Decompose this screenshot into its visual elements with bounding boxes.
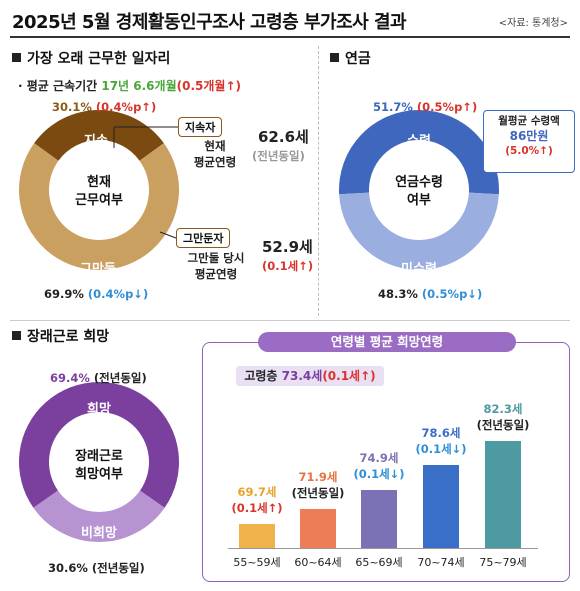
vertical-divider: [318, 46, 319, 316]
job-donut-slice-1: [19, 143, 180, 270]
dot-bullet-icon: ·: [18, 79, 27, 93]
future-no-hope-pct: 30.6% (전년동일): [48, 561, 145, 575]
section-pension: 연금: [330, 48, 371, 68]
bar-category-0: 55~59세: [233, 556, 281, 569]
bar-value-label-0: 69.7세 (0.1세↑): [217, 484, 297, 516]
future-center-label: 장래근로 희망여부: [75, 449, 123, 482]
continuing-desc: 현재 평균연령: [193, 139, 237, 169]
bar-change-0: (0.1세↑): [231, 500, 283, 515]
section-pension-label: 연금: [345, 51, 371, 67]
pension-donut-slice-0: [338, 109, 500, 195]
future-donut: [19, 381, 180, 542]
job-center-label: 현재 근무여부: [75, 175, 123, 208]
horizontal-divider: [10, 320, 570, 321]
bar-category-1: 60~64세: [294, 556, 342, 569]
bar-value-0: 69.7세: [237, 484, 277, 499]
job-donut: [19, 110, 180, 270]
page-title: 2025년 5월 경제활동인구조사 고령층 부가조사 결과: [12, 12, 407, 33]
bar-value-3: 78.6세: [421, 426, 461, 441]
bar-1: [300, 509, 336, 548]
section-longest-job: 가장 오래 근무한 일자리: [12, 48, 170, 68]
avg-tenure-change: (0.5개월↑): [176, 79, 241, 93]
bar-4: [485, 441, 521, 548]
future-no-hope-label: 비희망: [81, 526, 117, 541]
future-donut-slice-0: [19, 381, 180, 508]
job-donut-slice-0: [34, 110, 164, 161]
monthly-pension-value: 86만원: [509, 129, 549, 143]
elderly-average-box: 고령층 73.4세(0.1세↑): [236, 366, 384, 386]
bar-value-label-2: 74.9세 (0.1세↓): [339, 450, 419, 482]
avg-tenure-line: · 평균 근속기간 17년 6.6개월(0.5개월↑): [18, 77, 241, 94]
pension-receive-pct: 51.7% (0.5%p↑): [373, 100, 478, 114]
bar-change-3: (0.1세↓): [415, 442, 467, 457]
pension-donut-slice-1: [339, 192, 499, 270]
monthly-pension-box: 월평균 수령액 86만원 (5.0%↑): [483, 110, 575, 173]
bar-value-1: 71.9세: [298, 470, 338, 485]
bar-chart-title: 연령별 평균 희망연령: [258, 332, 516, 352]
job-continue-label: 지속: [84, 134, 108, 149]
continuing-age: 62.6세: [258, 128, 309, 146]
job-continue-pct: 30.1% (0.4%p↑): [52, 100, 157, 114]
future-donut-slice-1: [33, 490, 165, 542]
job-quit-label: 그만둠: [80, 262, 116, 277]
bar-2: [361, 489, 397, 548]
pension-center-label: 연금수령 여부: [395, 175, 443, 208]
bar-category-4: 75~79세: [479, 556, 527, 569]
future-hope-pct: 69.4% (전년동일): [50, 371, 147, 385]
bar-value-4: 82.3세: [483, 402, 523, 417]
bar-change-1: (전년동일): [291, 486, 345, 501]
title-divider: [10, 36, 570, 38]
quit-age-change: (0.1세↑): [262, 259, 314, 273]
pension-donut: [338, 109, 500, 270]
quit-tag: 그만둔자: [176, 228, 231, 248]
pension-receive-label: 수령: [407, 134, 431, 149]
quit-leader-line: [159, 231, 177, 239]
bar-value-2: 74.9세: [359, 450, 399, 465]
job-quit-pct: 69.9% (0.4%p↓): [44, 287, 149, 301]
bar-value-label-1: 71.9세 (전년동일): [278, 469, 358, 501]
pension-not-receive-label: 미수령: [401, 262, 437, 277]
section-future-work-label: 장래근로 희망: [27, 329, 110, 345]
continuing-tag: 지속자: [178, 117, 223, 137]
section-longest-job-label: 가장 오래 근무한 일자리: [27, 51, 171, 67]
quit-desc: 그만둘 당시 평균연령: [187, 251, 245, 281]
bar-0: [239, 523, 275, 548]
quit-age: 52.9세: [262, 238, 313, 256]
source-label: <자료: 통계청>: [498, 18, 568, 29]
monthly-pension-label: 월평균 수령액: [498, 115, 560, 127]
future-hope-label: 희망: [87, 402, 111, 417]
section-future-work: 장래근로 희망: [12, 326, 109, 346]
bar-category-2: 65~69세: [355, 556, 403, 569]
bar-value-label-3: 78.6세 (0.1세↓): [401, 425, 481, 457]
square-bullet-icon: [12, 53, 21, 62]
square-bullet-icon: [330, 53, 339, 62]
pension-not-receive-pct: 48.3% (0.5%p↓): [378, 287, 483, 301]
avg-tenure-label: 평균 근속기간: [26, 79, 98, 93]
bar-category-3: 70~74세: [417, 556, 465, 569]
square-bullet-icon: [12, 331, 21, 340]
avg-tenure-value: 17년 6.6개월: [101, 79, 177, 93]
continuing-age-change: (전년동일): [252, 149, 305, 163]
bar-value-label-4: 82.3세 (전년동일): [463, 401, 543, 433]
bar-change-2: (0.1세↓): [353, 466, 405, 481]
monthly-pension-change: (5.0%↑): [505, 145, 553, 157]
bar-3: [423, 465, 459, 548]
bar-x-axis: [228, 548, 538, 549]
bar-change-4: (전년동일): [476, 418, 530, 433]
